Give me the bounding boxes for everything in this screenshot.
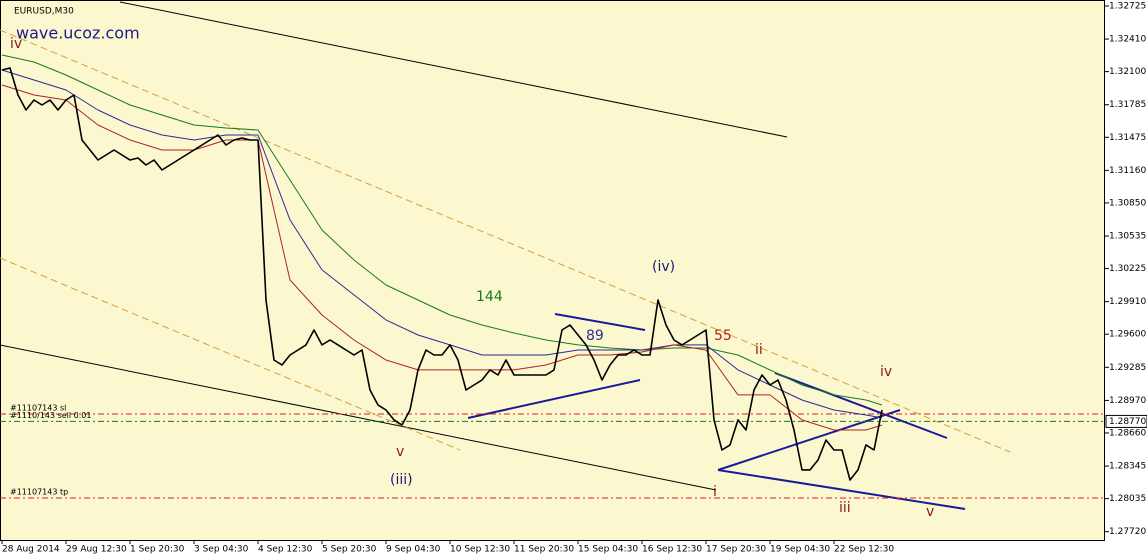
- x-tick-label: 10 Sep 12:30: [450, 545, 510, 555]
- y-tick-label: 1.30225: [1109, 264, 1146, 274]
- y-tick-label: 1.30850: [1109, 198, 1146, 208]
- order-label: #11107143 tp: [10, 487, 68, 496]
- wave-label: iv: [10, 36, 22, 52]
- x-tick-label: 15 Sep 04:30: [578, 545, 638, 555]
- triangle-line: [467, 379, 641, 419]
- series-label: 89: [586, 328, 604, 344]
- x-tick-label: 3 Sep 04:30: [194, 545, 249, 555]
- y-tick-label: 1.32410: [1109, 35, 1146, 45]
- moving-average: [1, 84, 883, 431]
- current-price-label: 1.28770: [1109, 417, 1146, 427]
- watermark: wave.ucoz.com: [16, 24, 140, 43]
- x-tick-label: 5 Sep 20:30: [322, 545, 377, 555]
- wave-label: (iii): [390, 472, 413, 488]
- x-tick-label: 4 Sep 12:30: [258, 545, 313, 555]
- triangle-line: [717, 409, 901, 471]
- y-tick-label: 1.32100: [1109, 67, 1146, 77]
- order-label: #1110/143 sell 0.01: [10, 411, 91, 420]
- wave-label: i: [713, 484, 717, 500]
- y-tick-label: 1.27720: [1109, 527, 1146, 537]
- x-tick-label: 28 Aug 2014: [2, 545, 60, 555]
- y-tick-label: 1.28970: [1109, 396, 1146, 406]
- series-label: 55: [714, 328, 732, 344]
- x-tick-label: 11 Sep 20:30: [514, 545, 574, 555]
- y-tick-label: 1.31785: [1109, 100, 1146, 110]
- x-tick-label: 29 Aug 12:30: [66, 545, 127, 555]
- x-tick-label: 22 Sep 12:30: [834, 545, 894, 555]
- series-label: 144: [476, 289, 503, 305]
- y-tick-label: 1.28660: [1109, 428, 1146, 438]
- wave-label: iii: [839, 500, 851, 516]
- x-tick-label: 1 Sep 20:30: [130, 545, 185, 555]
- y-tick-label: 1.31160: [1109, 166, 1146, 176]
- y-tick-label: 1.29285: [1109, 363, 1146, 373]
- chart-title: EURUSD,M30: [14, 7, 74, 17]
- channel-line: [119, 1, 788, 138]
- y-tick-label: 1.29910: [1109, 297, 1146, 307]
- order-label: #11107143 sl: [10, 403, 66, 412]
- moving-average: [1, 54, 883, 406]
- triangle-line: [774, 372, 948, 439]
- y-tick-label: 1.29600: [1109, 330, 1146, 340]
- x-tick-label: 9 Sep 04:30: [386, 545, 441, 555]
- wave-label: (iv): [652, 259, 675, 275]
- y-tick-label: 1.28035: [1109, 494, 1146, 504]
- triangle-line: [554, 313, 646, 331]
- dashed-channel: [0, 29, 1011, 453]
- x-tick-label: 19 Sep 04:30: [770, 545, 830, 555]
- wave-label: v: [396, 444, 404, 460]
- price-line: [1, 67, 883, 481]
- wave-label: ii: [755, 342, 763, 358]
- current-price-box: [1105, 414, 1147, 428]
- dashed-channel: [0, 257, 461, 451]
- triangle-line: [717, 469, 966, 510]
- plot-area: [0, 0, 1105, 541]
- wave-label: iv: [880, 364, 892, 380]
- y-tick-label: 1.32725: [1109, 1, 1146, 11]
- y-tick-label: 1.28345: [1109, 462, 1146, 472]
- trend-lines: [0, 1, 1011, 510]
- y-tick-label: 1.31475: [1109, 133, 1146, 143]
- wave-label: v: [926, 504, 934, 520]
- x-tick-label: 16 Sep 12:30: [642, 545, 702, 555]
- x-tick-label: 17 Sep 20:30: [706, 545, 766, 555]
- channel-line: [0, 344, 717, 491]
- y-tick-label: 1.30535: [1109, 232, 1146, 242]
